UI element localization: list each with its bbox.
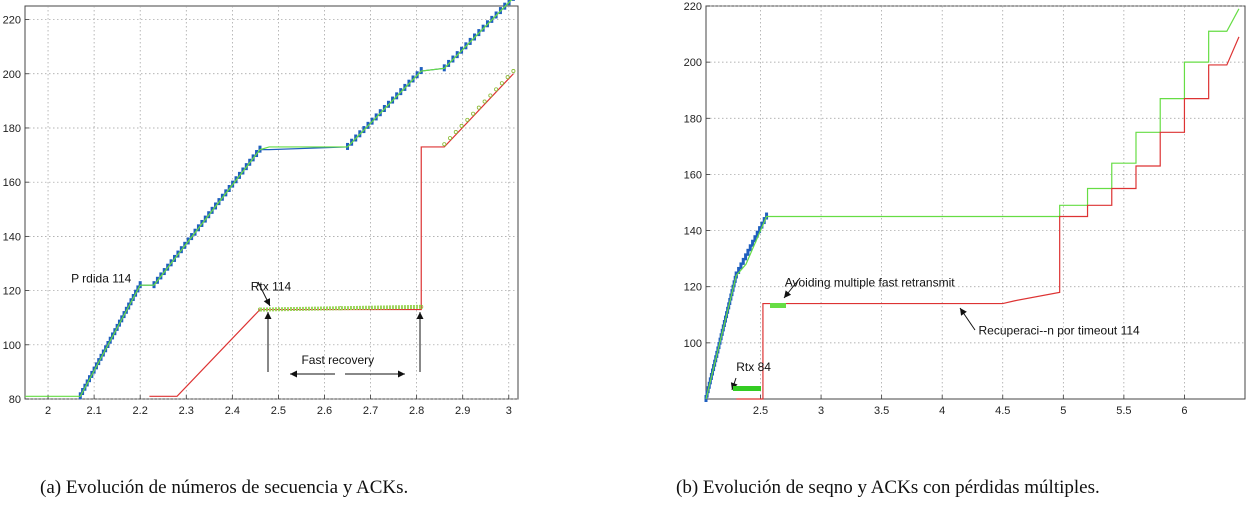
- chart-b-frame: [705, 5, 1246, 400]
- chart-b-seqno-point: [746, 248, 750, 256]
- chart-b-x-tick-label: 4.5: [995, 405, 1010, 417]
- chart-a-sent-step-line: [25, 0, 513, 397]
- chart-b-y-tick-label: 160: [684, 169, 702, 181]
- chart-b-dupack-band: [733, 386, 761, 391]
- chart-b: 2.5 3 3.5 4 4.5 5 5.5 6 100 120 140 160 180 200 220 A…: [676, 1, 1246, 498]
- chart-a-frame: [24, 5, 519, 400]
- chart-b-x-tick-label: 4: [939, 405, 945, 417]
- chart-a-y-ticks: 80 100 120 140 160 180 200 220: [3, 15, 29, 406]
- chart-b-x-tick-label: 5: [1060, 405, 1066, 417]
- chart-b-seqno-point: [755, 230, 759, 238]
- chart-a-x-tick-label: 2.3: [179, 405, 194, 417]
- chart-a-ack-point: [448, 136, 453, 141]
- chart-a-annotation: P rdida 114: [71, 271, 132, 285]
- chart-b-seqno-point: [744, 253, 748, 261]
- chart-b-grid: [706, 5, 1245, 399]
- chart-b-x-tick-label: 6: [1181, 405, 1187, 417]
- chart-b-caption: (b) Evolución de seqno y ACKs con pérdid…: [676, 477, 1100, 498]
- chart-a-caption: (a) Evolución de números de secuencia y …: [40, 477, 408, 498]
- chart-b-y-tick-label: 180: [684, 113, 702, 125]
- chart-b-seqno-point: [758, 226, 762, 234]
- chart-a-annotation: Fast recovery: [301, 353, 374, 367]
- chart-a-ack-point: [482, 99, 487, 104]
- chart-a-x-tick-label: 2.9: [455, 405, 470, 417]
- chart-a-x-tick-label: 2.6: [317, 405, 332, 417]
- chart-b-y-tick-label: 100: [684, 338, 702, 350]
- chart-a-recovery-end-up-arrow-head: [416, 312, 424, 319]
- chart-b-seqno-point: [753, 235, 757, 243]
- chart-a-x-tick-label: 2.2: [133, 405, 148, 417]
- chart-a-fast-recovery-right-arrow-head: [398, 370, 405, 378]
- chart-a-ack-point: [505, 75, 510, 80]
- chart-a-ack-point: [499, 81, 504, 86]
- chart-b-y-ticks: 100 120 140 160 180 200 220: [684, 1, 710, 350]
- chart-a-x-tick-label: 2.4: [225, 405, 240, 417]
- chart-a-seqno-point: [511, 0, 515, 1]
- chart-a-ack-point: [459, 123, 464, 128]
- chart-a-ack-point: [494, 87, 499, 92]
- chart-a-x-tick-label: 2.1: [86, 405, 101, 417]
- chart-a-y-tick-label: 200: [3, 69, 21, 81]
- chart-b-x-tick-label: 3.5: [874, 405, 889, 417]
- chart-a-annotations: P rdida 114 Rtx 114 Fast recovery: [71, 271, 424, 378]
- chart-b-annotation: Rtx 84: [736, 360, 771, 374]
- chart-a-fast-recovery-left-arrow-head: [290, 370, 297, 378]
- chart-b-ack-line: [736, 36, 1240, 400]
- chart-b-x-tick-label: 2.5: [753, 405, 768, 417]
- chart-a-ack-point: [471, 111, 476, 116]
- chart-b-annotation: Avoiding multiple fast retransmit: [785, 276, 956, 290]
- chart-b-y-tick-label: 200: [684, 57, 702, 69]
- chart-b-y-tick-label: 140: [684, 226, 702, 238]
- chart-a-x-ticks: 2 2.1 2.2 2.3 2.4 2.5 2.6 2.7 2.8 2.9 3: [45, 395, 512, 417]
- chart-a-ack-point: [476, 105, 481, 110]
- chart-b-annotations: Avoiding multiple fast retransmit Recuper…: [730, 276, 1141, 391]
- chart-b-seqno-point: [760, 221, 764, 229]
- chart-b-x-tick-label: 5.5: [1116, 405, 1131, 417]
- chart-a-ack-point: [465, 117, 470, 122]
- chart-a-y-tick-label: 120: [3, 286, 21, 298]
- chart-a-annotation: Rtx 114: [251, 280, 292, 294]
- chart-a-ack-point: [488, 93, 493, 98]
- chart-a-y-tick-label: 100: [3, 340, 21, 352]
- chart-a-series: [25, 0, 516, 400]
- chart-a-y-tick-label: 160: [3, 177, 21, 189]
- chart-b-x-ticks: 2.5 3 3.5 4 4.5 5 5.5 6: [753, 395, 1188, 417]
- chart-b-series: [704, 8, 1240, 402]
- chart-b-annotation: Recuperaci--n por timeout 114: [979, 323, 1141, 337]
- chart-b-timeout-arrow-head: [960, 308, 967, 316]
- chart-b-y-tick-label: 120: [684, 282, 702, 294]
- chart-a-rtx-label-arrow-head: [263, 298, 270, 306]
- chart-a: 2 2.1 2.2 2.3 2.4 2.5 2.6 2.7 2.8 2.9 3 80 100 120 14…: [3, 0, 519, 498]
- chart-b-seqno-point: [737, 266, 741, 274]
- chart-b-seqno-point: [741, 257, 745, 265]
- chart-b-seqno-point: [751, 239, 755, 247]
- chart-a-y-tick-label: 80: [9, 394, 21, 406]
- chart-a-y-tick-label: 220: [3, 15, 21, 27]
- chart-a-y-tick-label: 140: [3, 231, 21, 243]
- chart-a-x-tick-label: 2: [45, 405, 51, 417]
- chart-a-ack-point: [453, 130, 458, 135]
- chart-a-rtx-up-arrow-head: [264, 312, 272, 319]
- chart-a-ack-point: [442, 142, 447, 147]
- chart-a-ack-point: [511, 69, 516, 74]
- chart-a-y-tick-label: 180: [3, 123, 21, 135]
- chart-a-x-tick-label: 2.7: [363, 405, 378, 417]
- chart-b-avoid-band: [770, 303, 786, 308]
- chart-b-seqno-point: [748, 244, 752, 252]
- chart-a-x-tick-label: 3: [506, 405, 512, 417]
- chart-b-avoid-arrow-head: [784, 290, 792, 298]
- chart-a-x-tick-label: 2.8: [409, 405, 424, 417]
- chart-b-x-tick-label: 3: [818, 405, 824, 417]
- chart-b-sent-step-line: [705, 8, 1240, 400]
- chart-a-x-tick-label: 2.5: [271, 405, 286, 417]
- chart-b-seqno-point: [739, 262, 743, 270]
- chart-b-y-tick-label: 220: [684, 1, 702, 13]
